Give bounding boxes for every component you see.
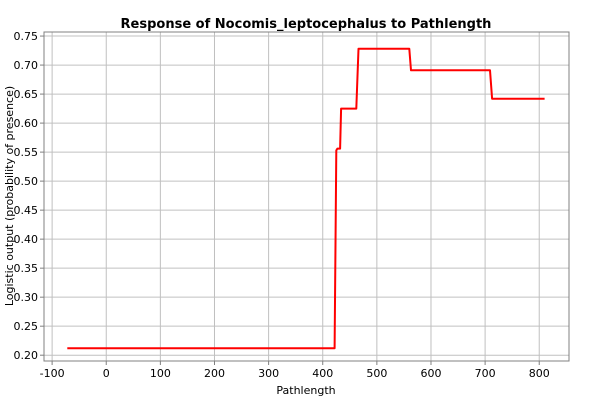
- x-tick-label: 400: [312, 367, 333, 380]
- y-tick-label: 0.45: [14, 204, 39, 217]
- x-tick-label: 800: [529, 367, 550, 380]
- x-tick-label: 200: [204, 367, 225, 380]
- y-tick-label: 0.40: [14, 233, 39, 246]
- x-tick-label: 100: [150, 367, 171, 380]
- y-tick-label: 0.20: [14, 349, 39, 362]
- x-tick-label: 700: [475, 367, 496, 380]
- y-tick-label: 0.50: [14, 175, 39, 188]
- x-tick-label: 500: [366, 367, 387, 380]
- y-tick-label: 0.70: [14, 59, 39, 72]
- y-tick-label: 0.55: [14, 146, 39, 159]
- y-tick-label: 0.35: [14, 262, 39, 275]
- y-tick-label: 0.30: [14, 291, 39, 304]
- y-tick-label: 0.25: [14, 320, 39, 333]
- y-axis-label: Logistic output (probability of presence…: [3, 86, 16, 306]
- x-tick-label: 600: [420, 367, 441, 380]
- x-tick-label: 0: [103, 367, 110, 380]
- y-tick-label: 0.60: [14, 117, 39, 130]
- x-tick-label: 300: [258, 367, 279, 380]
- y-tick-label: 0.75: [14, 30, 39, 43]
- series-layer: [67, 47, 545, 350]
- series-line: [67, 47, 545, 350]
- y-tick-label: 0.65: [14, 88, 39, 101]
- chart-title: Response of Nocomis_leptocephalus to Pat…: [121, 17, 492, 32]
- axis-ticks: -100 0 100 200 300 400 500 600 700 800 0.20 0.25 0.3…: [14, 30, 550, 380]
- plot-area: [43, 31, 570, 362]
- grid-layer: [44, 32, 569, 361]
- x-tick-label: -100: [40, 367, 65, 380]
- x-axis-label: Pathlength: [276, 384, 335, 397]
